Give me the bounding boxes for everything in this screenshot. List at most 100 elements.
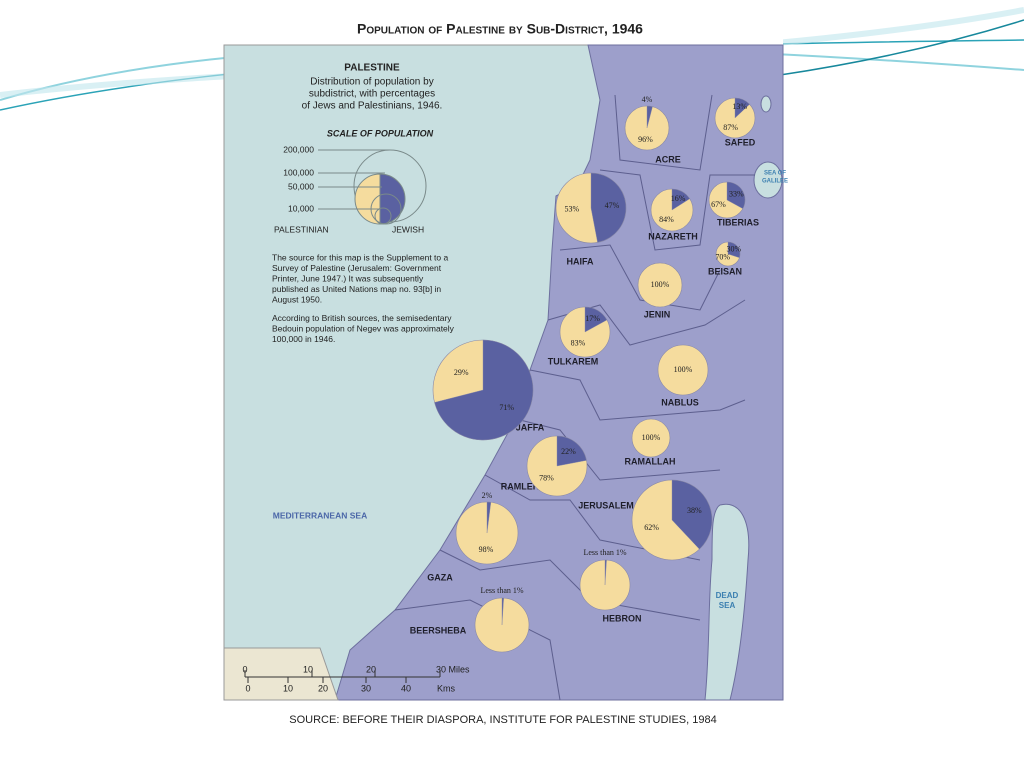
scale-kms: 30 <box>361 683 371 693</box>
scale-label: 200,000 <box>283 144 314 154</box>
scale-kms: Kms <box>437 683 456 693</box>
legend-description: of Jews and Palestinians, 1946. <box>302 101 443 112</box>
note-line: 100,000 in 1946. <box>272 334 335 344</box>
sea-label: SEA <box>719 601 736 610</box>
scale-kms: 0 <box>245 683 250 693</box>
jewish-label: 17% <box>585 314 600 323</box>
legend-palestinian: PALESTINIAN <box>274 224 329 234</box>
district-name: GAZA <box>427 572 453 582</box>
jewish-label: 47% <box>605 201 620 210</box>
note-line: According to British sources, the semise… <box>272 313 452 323</box>
scale-kms: 40 <box>401 683 411 693</box>
jewish-share <box>671 188 691 211</box>
dead-sea-shape <box>704 503 750 701</box>
palestinian-label: 98% <box>479 545 494 554</box>
district-name: ACRE <box>655 154 681 164</box>
sea-label: SEA OF <box>764 171 786 177</box>
galilee-shape <box>753 161 783 199</box>
palestinian-label: 100% <box>642 433 661 442</box>
jewish-share <box>604 559 607 586</box>
scale-title: SCALE OF POPULATION <box>327 128 434 138</box>
map-title: Population of Palestine by Sub-District,… <box>357 21 643 37</box>
district-name: SAFED <box>725 137 756 147</box>
district-name: BEISAN <box>708 266 742 276</box>
jewish-share <box>434 339 534 441</box>
palestinian-label: 78% <box>539 474 554 483</box>
district-name: NAZARETH <box>648 231 698 241</box>
district-name: NABLUS <box>661 397 699 407</box>
district-name: TULKAREM <box>548 356 599 366</box>
palestinian-label: 84% <box>659 215 674 224</box>
jewish-label: 4% <box>642 95 653 104</box>
note-line: Bedouin population of Negev was approxim… <box>272 323 455 333</box>
palestinian-label: 70% <box>715 253 730 262</box>
jewish-share <box>726 181 746 209</box>
source: SOURCE: BEFORE THEIR DIASPORA, INSTITUTE… <box>289 714 716 726</box>
palestinian-label: 100% <box>674 365 693 374</box>
legend-jewish: JEWISH <box>392 224 424 234</box>
palestinian-share <box>657 344 709 396</box>
jewish-label: 33% <box>729 189 744 198</box>
palestinian-label: 67% <box>711 200 726 209</box>
palestinian-share <box>637 262 683 308</box>
palestinian-label: 96% <box>638 135 653 144</box>
district-name: BEERSHEBA <box>410 625 467 635</box>
scale-miles: 20 <box>366 664 376 674</box>
jewish-share <box>646 105 653 129</box>
palestinian-label: 100% <box>651 280 670 289</box>
jewish-label: 22% <box>561 447 576 456</box>
scale-circles <box>318 149 427 225</box>
scale-miles: 10 <box>303 664 313 674</box>
jewish-label: 2% <box>482 491 493 500</box>
scale-miles: 0 <box>242 664 247 674</box>
jewish-share <box>584 306 608 333</box>
palestinian-label: 83% <box>571 339 586 348</box>
jewish-share <box>671 479 713 550</box>
district-name: RAMALLAH <box>625 456 676 466</box>
district-name: RAMLEH <box>501 481 540 491</box>
jewish-share <box>590 172 627 243</box>
scale-kms: 10 <box>283 683 293 693</box>
note-line: published as United Nations map no. 93[b… <box>272 284 441 294</box>
district-name: TIBERIAS <box>717 217 759 227</box>
jewish-label: Less than 1% <box>480 586 523 595</box>
district-name: JAFFA <box>516 422 545 432</box>
jewish-label: 16% <box>671 194 686 203</box>
jewish-share <box>501 597 504 626</box>
district-name: JERUSALEM <box>578 500 634 510</box>
district-name: HEBRON <box>602 613 641 623</box>
palestinian-label: 29% <box>454 368 469 377</box>
jewish-share <box>727 241 741 258</box>
note-line: Printer, June 1947.) It was subsequently <box>272 273 424 283</box>
scale-kms: 20 <box>318 683 328 693</box>
legend-heading: PALESTINE <box>344 63 400 74</box>
hula-shape <box>760 95 772 113</box>
district-name: JENIN <box>644 309 671 319</box>
legend-description: Distribution of population by <box>310 77 433 88</box>
jewish-share <box>734 97 750 119</box>
palestinian-label: 62% <box>644 523 659 532</box>
note-line: Survey of Palestine (Jerusalem: Governme… <box>272 263 442 273</box>
jewish-label: 38% <box>687 506 702 515</box>
scale-label: 10,000 <box>288 203 314 213</box>
legend-description: subdistrict, with percentages <box>309 89 435 100</box>
sea-label: DEAD <box>716 591 739 600</box>
jewish-label: 71% <box>499 403 514 412</box>
palestinian-label: 87% <box>723 123 738 132</box>
jewish-label: 30% <box>726 245 741 254</box>
jewish-share <box>556 435 587 467</box>
palestinian-share <box>631 418 671 458</box>
palestinian-label: 53% <box>564 205 579 214</box>
sea-label: MEDITERRANEAN SEA <box>273 510 367 520</box>
scale-label: 100,000 <box>283 167 314 177</box>
scale-miles: 30 Miles <box>436 664 470 674</box>
district-name: HAIFA <box>567 256 595 266</box>
note-line: August 1950. <box>272 294 322 304</box>
egypt <box>223 647 339 701</box>
note-line: The source for this map is the Supplemen… <box>272 252 449 262</box>
sea-label: GALILEE <box>762 179 788 185</box>
jewish-label: Less than 1% <box>583 548 626 557</box>
jewish-share <box>486 501 492 534</box>
